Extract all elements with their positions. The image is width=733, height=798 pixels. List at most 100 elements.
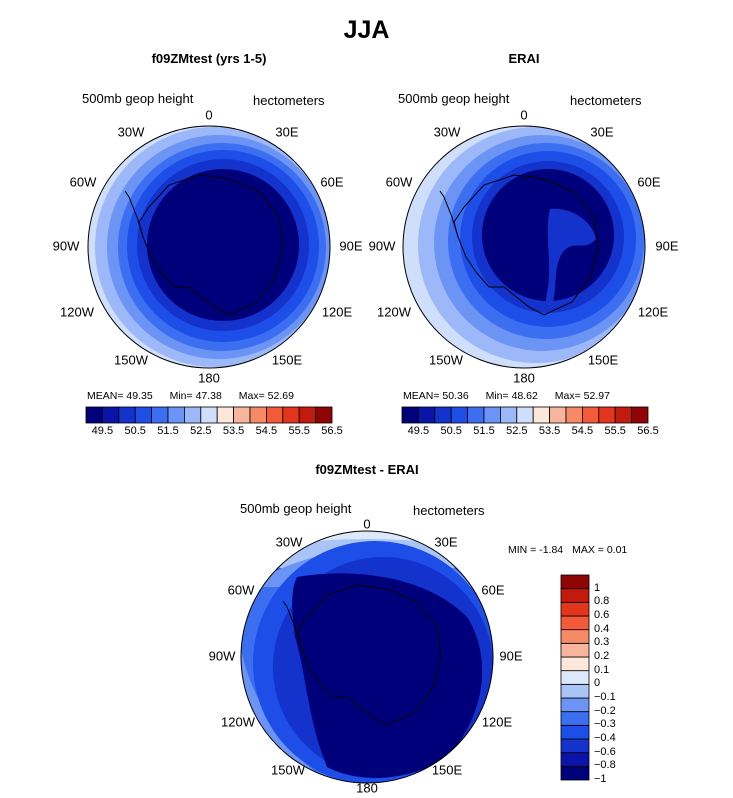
min-label: Min=: [485, 390, 509, 402]
colorbar-tick-label: 50.5: [124, 425, 146, 437]
colorbar-swatch: [249, 406, 267, 424]
lon-label-model-90e: 90E: [339, 238, 363, 254]
colorbar-swatch: [483, 406, 501, 424]
lon-label-obs-30e: 30E: [590, 124, 614, 140]
colorbar-swatch: [560, 588, 590, 603]
min-label: MIN =: [508, 544, 537, 556]
colorbar-obs: [401, 406, 649, 424]
lon-label-diff-30w: 30W: [275, 534, 303, 550]
colorbar-swatch: [560, 752, 590, 767]
colorbar-swatch: [560, 574, 590, 590]
stats-model: MEAN= 49.35 Min= 47.38 Max= 52.69: [87, 390, 294, 402]
colorbar-swatch: [549, 406, 567, 424]
colorbar-tick-label: 53.5: [538, 425, 561, 437]
lon-label-model-90w: 90W: [52, 238, 80, 254]
colorbar-tick-label: 53.5: [222, 425, 245, 437]
colorbar-swatch: [118, 406, 136, 424]
lon-label-diff-150w: 150W: [271, 762, 305, 778]
colorbar-tick-label: −0.8: [594, 759, 616, 772]
colorbar-tick-label: 0.2: [594, 650, 610, 662]
lon-label-diff-30e: 30E: [434, 534, 458, 550]
lon-label-obs-60w: 60W: [385, 174, 413, 190]
lon-label-diff-90w: 90W: [208, 648, 236, 664]
colorbar-tick-label: 0: [594, 677, 601, 690]
colorbar-swatch: [233, 406, 251, 424]
mean-label: MEAN=: [403, 390, 440, 402]
colorbar-swatch: [101, 406, 120, 424]
polar-map-model: [87, 125, 331, 369]
lon-label-diff-60w: 60W: [227, 582, 255, 598]
colorbar-tick-label: −0.3: [594, 718, 616, 731]
panel-title-obs: ERAI: [508, 51, 540, 66]
colorbar-tick-label: 0.1: [594, 663, 610, 676]
field-label-obs: 500mb geop height: [398, 91, 510, 106]
colorbar-swatch: [315, 406, 333, 424]
colorbar-swatch: [560, 683, 590, 699]
max-label: Max=: [238, 390, 265, 402]
colorbar-swatch: [560, 738, 590, 754]
colorbar-swatch: [265, 406, 284, 424]
colorbar-tick-label: 0.3: [594, 636, 610, 649]
colorbar-swatch: [560, 711, 590, 726]
lon-label-diff-120w: 120W: [221, 714, 255, 730]
colorbar-swatch: [560, 629, 590, 644]
colorbar-swatch: [560, 656, 590, 672]
max-value: 52.69: [267, 390, 294, 402]
colorbar-swatch: [282, 406, 300, 424]
colorbar-tick-label: 0.8: [594, 595, 610, 608]
colorbar-swatch: [532, 406, 550, 424]
colorbar-tick-label: 52.5: [190, 425, 212, 437]
lon-label-model-30e: 30E: [275, 124, 299, 140]
colorbar-swatch: [631, 406, 649, 424]
min-value: 48.62: [511, 390, 538, 402]
colorbar-swatch: [560, 601, 590, 617]
lon-label-diff-90e: 90E: [499, 648, 523, 664]
colorbar-swatch: [200, 406, 218, 424]
lon-label-diff-150e: 150E: [431, 762, 463, 778]
lon-label-obs-120w: 120W: [377, 304, 411, 320]
colorbar-tick-label: 54.5: [255, 425, 278, 437]
colorbar-tick-label: 56.5: [637, 425, 659, 437]
lon-label-obs-90e: 90E: [655, 238, 679, 254]
colorbar-swatch: [151, 406, 169, 424]
units-label-diff: hectometers: [413, 503, 485, 518]
lon-label-diff-120e: 120E: [481, 714, 513, 730]
colorbar-swatch: [581, 406, 600, 424]
colorbar-swatch: [614, 406, 632, 424]
colorbar-tick-label: 50.5: [440, 425, 462, 437]
lon-label-model-0: 0: [205, 107, 213, 123]
lon-label-model-60e: 60E: [320, 174, 344, 190]
colorbar-swatch: [85, 406, 103, 424]
colorbar-swatch: [560, 765, 590, 781]
panel-title-diff: f09ZMtest - ERAI: [315, 462, 419, 477]
colorbar-swatch: [467, 406, 485, 424]
colorbar-tick-label: 51.5: [473, 425, 495, 437]
colorbar-tick-label: 0.4: [594, 622, 610, 635]
colorbar-swatch: [598, 406, 616, 424]
lon-label-model-180: 180: [198, 370, 220, 386]
colorbar-swatch: [560, 697, 590, 713]
polar-map-obs: [402, 125, 646, 369]
colorbar-tick-label: −1: [594, 773, 607, 785]
field-label-diff: 500mb geop height: [240, 501, 352, 516]
figure-title: JJA: [343, 16, 390, 44]
colorbar-tick-label: 1: [594, 581, 601, 594]
colorbar-tick-label: 49.5: [407, 425, 430, 437]
colorbar-swatch: [560, 670, 590, 685]
colorbar-tick-label: −0.6: [594, 745, 616, 758]
units-label-model: hectometers: [253, 93, 325, 108]
colorbar-swatch: [560, 615, 590, 631]
colorbar-swatch: [450, 406, 469, 424]
colorbar-tick-label: 56.5: [321, 425, 343, 437]
colorbar-swatch: [401, 406, 419, 424]
lon-label-model-150w: 150W: [114, 352, 148, 368]
lon-label-diff-0: 0: [363, 516, 371, 532]
max-label: Max=: [554, 390, 581, 402]
lon-label-obs-120e: 120E: [637, 304, 669, 320]
colorbar-swatch: [565, 406, 583, 424]
colorbar-tick-label: 51.5: [157, 425, 179, 437]
lon-label-model-150e: 150E: [271, 352, 303, 368]
lon-label-obs-180: 180: [513, 370, 535, 386]
colorbar-swatch: [134, 406, 153, 424]
mean-label: MEAN=: [87, 390, 124, 402]
